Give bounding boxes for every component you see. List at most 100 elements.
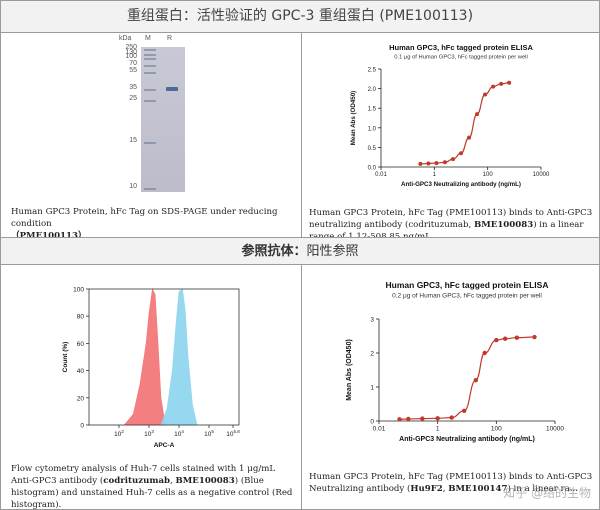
- data-point: [494, 337, 499, 343]
- gel-kda-label: kDa: [119, 35, 132, 42]
- data-point: [461, 408, 467, 413]
- elisa-chart-2: Human GPC3, hFc tagged protein ELISA 0.2 …: [346, 280, 564, 443]
- chart-subtitle: 0.2 μg of Human GPC3, hFc tagged protein…: [392, 293, 542, 300]
- y-tick-label: 2.5: [368, 68, 377, 74]
- y-tick-label: 0.5: [368, 146, 377, 152]
- chart-title: Human GPC3, hFc tagged protein ELISA: [389, 43, 533, 52]
- elisa2-caption-text-a: Human GPC3 Protein, hFc Tag (PME100113) …: [309, 472, 593, 494]
- gel-marker-label: 100: [125, 53, 137, 60]
- elisa2-caption: Human GPC3 Protein, hFc Tag (PME100113) …: [309, 471, 593, 495]
- gel-marker-label: 15: [129, 137, 137, 144]
- unstained-histogram: [123, 287, 166, 426]
- column-divider-top: [301, 33, 302, 237]
- elisa1-caption-text-a: Human GPC3 Protein, hFc Tag (PME100113) …: [309, 208, 593, 230]
- flow-caption-antibody: codrituzumab: [103, 476, 171, 486]
- gel-marker-label: 250: [125, 44, 137, 51]
- gel-caption-line1: Human GPC3 Protein, hFc Tag on SDS-PAGE …: [11, 207, 278, 229]
- data-point: [449, 415, 454, 420]
- y-axis-label: Mean Abs (OD450): [350, 91, 357, 145]
- x-tick-label: 10000: [533, 172, 550, 178]
- data-point: [473, 378, 479, 383]
- data-point: [406, 416, 411, 422]
- y-tick-label: 1: [370, 385, 374, 392]
- page-title: 重组蛋白：活性验证的 GPC-3 重组蛋白 (PME100113): [1, 1, 599, 33]
- gel-lane-label-r: R: [167, 35, 173, 42]
- x-tick-label: 0.01: [375, 172, 387, 178]
- x-tick-label: 0.01: [373, 426, 386, 433]
- elisa1-caption-catalog: BME100083: [474, 220, 534, 230]
- x-tick-label: 104: [174, 429, 184, 438]
- flow-caption-comma: ,: [170, 476, 176, 486]
- x-tick-label: 100: [491, 426, 502, 433]
- gel-marker-label: 55: [129, 67, 137, 74]
- flow-caption-text-e: ) (Blue histogram) and unstained Huh-7 c…: [11, 476, 293, 510]
- gel-caption-line2: （PME100113）: [11, 231, 87, 241]
- x-tick-label: 105: [204, 429, 214, 438]
- y-tick-label: 0: [370, 419, 374, 426]
- gel-caption: Human GPC3 Protein, hFc Tag on SDS-PAGE …: [11, 206, 293, 242]
- x-axis-label: Anti-GPC3 Neutralizing antibody (ng/mL): [399, 436, 535, 443]
- plot-frame: [88, 288, 240, 426]
- flow-cytometry-histogram: 0 20 40 60 80 100 102 103 104 105 105.8 APC-A Count …: [62, 287, 240, 450]
- data-point: [532, 334, 537, 340]
- gel-marker-label: 35: [129, 84, 137, 91]
- sds-page-gel: [113, 41, 187, 192]
- x-tick-label: 1: [436, 426, 440, 433]
- gel-marker-label: 25: [129, 95, 137, 102]
- section-header-rest: 阳性参照: [306, 244, 359, 259]
- chart-title: Human GPC3, hFc tagged protein ELISA: [386, 280, 549, 290]
- x-axis-label: Anti-GPC3 Neutralizing antibody (ng/mL): [401, 181, 521, 188]
- y-tick-label: 40: [77, 368, 85, 375]
- data-point: [418, 161, 423, 166]
- data-point: [426, 161, 431, 166]
- watermark: 知乎 @络的生物: [503, 486, 591, 500]
- gel-marker-label: 70: [129, 60, 137, 67]
- data-point: [434, 161, 439, 166]
- y-tick-label: 80: [77, 314, 85, 321]
- column-divider-bottom: [301, 265, 302, 510]
- data-point: [397, 417, 402, 422]
- y-tick-label: 1.0: [368, 126, 377, 132]
- elisa2-caption-text-e: ) in a linear ra...: [507, 484, 578, 494]
- y-tick-label: 60: [77, 341, 85, 348]
- gel-marker-label: 10: [129, 183, 137, 190]
- x-tick-label: 103: [144, 429, 154, 438]
- gel-sample-band: [166, 87, 178, 91]
- series-line: [399, 336, 535, 420]
- x-tick-label: 1: [433, 172, 437, 178]
- x-tick-label: 105.8: [226, 429, 240, 438]
- chart-subtitle: 0.1 μg of Human GPC3, hFc tagged protein…: [394, 55, 528, 61]
- y-tick-label: 0.0: [368, 166, 377, 172]
- flow-caption-text-a: Flow cytometry analysis of Huh-7 cells s…: [11, 464, 276, 486]
- data-point: [442, 160, 447, 165]
- data-point: [459, 151, 463, 156]
- section-header-reference: 参照抗体：阳性参照: [1, 237, 599, 265]
- data-point: [467, 135, 472, 140]
- data-point: [435, 416, 440, 421]
- gel-marker-label: 130: [125, 49, 137, 56]
- stained-histogram: [160, 288, 198, 426]
- data-point: [483, 92, 488, 97]
- elisa2-caption-comma: ,: [442, 484, 449, 494]
- data-point: [450, 157, 455, 162]
- y-tick-label: 20: [77, 395, 85, 402]
- y-tick-label: 0: [80, 423, 84, 430]
- x-axis-label: APC-A: [154, 442, 175, 449]
- series-line: [420, 82, 510, 165]
- y-tick-label: 100: [73, 287, 84, 294]
- data-point: [507, 80, 512, 85]
- y-axis-label: Mean Abs (OD450): [346, 339, 353, 401]
- y-tick-label: 2.0: [368, 87, 377, 93]
- flow-caption: Flow cytometry analysis of Huh-7 cells s…: [11, 463, 293, 510]
- elisa-chart-1: Human GPC3, hFc tagged protein ELISA 0.1 …: [350, 43, 550, 188]
- data-point: [420, 416, 425, 421]
- y-tick-label: 3: [370, 317, 374, 324]
- y-tick-label: 1.5: [368, 107, 377, 113]
- data-point: [502, 336, 508, 341]
- y-axis-label: Count (%): [62, 342, 69, 373]
- data-point: [491, 84, 496, 89]
- data-point: [514, 335, 520, 340]
- data-point: [499, 81, 504, 86]
- section-header-bold: 参照抗体：: [241, 244, 307, 259]
- elisa2-caption-antibody: Hu9F2: [410, 484, 443, 494]
